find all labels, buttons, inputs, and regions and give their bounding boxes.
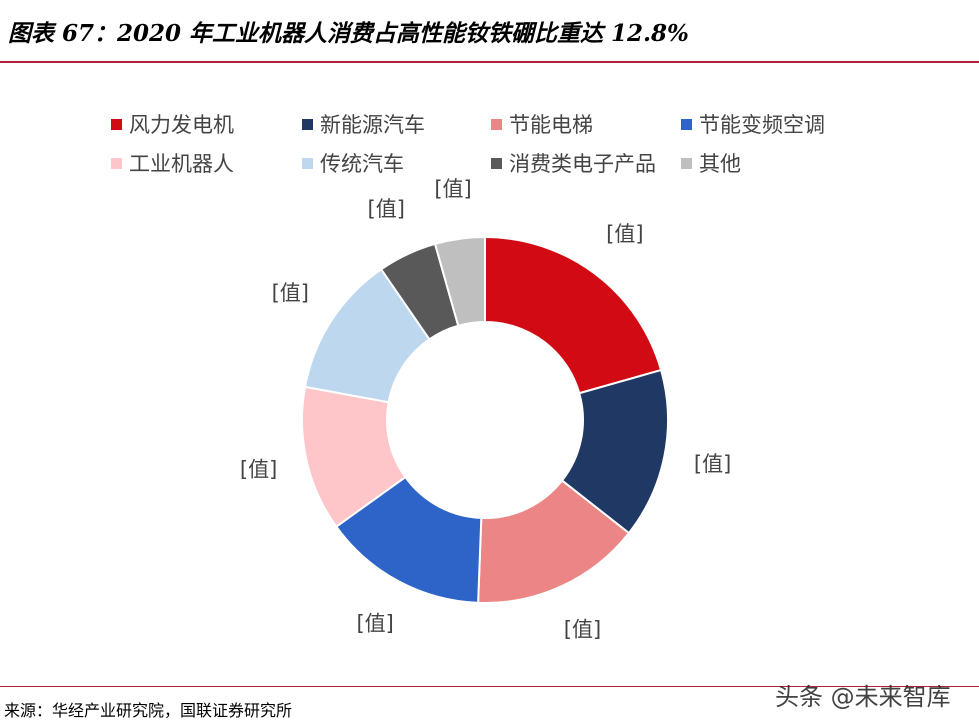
data-label: [值]	[694, 452, 731, 476]
data-label: [值]	[240, 458, 277, 482]
legend-item: 传统汽车	[302, 148, 404, 178]
data-label: [值]	[272, 281, 309, 305]
legend-item: 节能变频空调	[681, 109, 825, 139]
legend-swatch	[681, 118, 692, 130]
legend-label: 其他	[699, 152, 741, 176]
legend-label: 工业机器人	[129, 152, 234, 176]
legend-swatch	[302, 118, 313, 130]
legend-swatch	[111, 157, 122, 169]
legend-label: 节能变频空调	[699, 113, 825, 137]
legend-swatch	[491, 118, 502, 130]
legend-item: 新能源汽车	[302, 109, 425, 139]
data-labels: [值] [值] [值] [值] [值] [值] [值] [值]	[240, 177, 731, 641]
watermark: 头条 @未来智库	[775, 683, 951, 711]
data-label: [值]	[368, 197, 405, 221]
legend-label: 消费类电子产品	[509, 152, 656, 176]
legend-swatch	[491, 157, 502, 169]
source-note: 来源：华经产业研究院，国联证券研究所	[4, 701, 293, 720]
legend-swatch	[681, 157, 692, 169]
legend-swatch	[302, 157, 313, 169]
data-label: [值]	[356, 611, 393, 635]
legend-label: 新能源汽车	[320, 113, 425, 137]
legend-label: 节能电梯	[509, 113, 593, 137]
chart-legend: 风力发电机 新能源汽车 节能电梯 节能变频空调 工业机器人 传统汽车 消费类电子…	[0, 0, 979, 200]
legend-label: 传统汽车	[320, 152, 404, 176]
legend-item: 消费类电子产品	[491, 148, 656, 178]
footer-divider	[0, 686, 979, 687]
legend-swatch	[111, 118, 122, 130]
data-label: [值]	[434, 177, 471, 201]
data-label: [值]	[564, 618, 601, 642]
donut-slice	[484, 235, 663, 395]
legend-item: 风力发电机	[111, 109, 234, 139]
legend-item: 工业机器人	[111, 148, 234, 178]
donut-slice	[433, 235, 486, 327]
figure-title: 图表 67：2020 年工业机器人消费占高性能钕铁硼比重达 12.8%	[8, 20, 689, 47]
title-divider	[0, 61, 979, 63]
data-label: [值]	[606, 222, 643, 246]
legend-item: 节能电梯	[491, 109, 593, 139]
legend-item: 其他	[681, 148, 741, 178]
donut-slices	[301, 235, 669, 604]
legend-label: 风力发电机	[129, 113, 234, 137]
